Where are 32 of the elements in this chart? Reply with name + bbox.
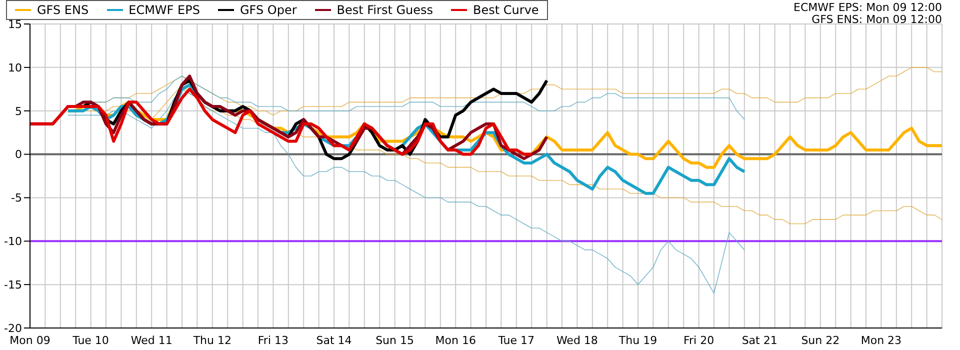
x-tick-label: Wed 18 [556,334,598,347]
x-tick-label: Tue 10 [72,334,109,347]
legend-label: GFS ENS [36,3,89,17]
y-tick-label: -5 [11,192,22,205]
x-tick-label: Thu 12 [192,334,232,347]
x-tick-label: Thu 19 [618,334,658,347]
x-tick-label: Tue 17 [497,334,535,347]
x-tick-label: Sun 22 [801,334,840,347]
x-tick-label: Mon 16 [435,334,476,347]
y-tick-label: 0 [15,148,22,162]
x-tick-label: Fri 20 [683,334,714,347]
y-tick-label: 10 [8,61,22,74]
legend-label: GFS Oper [238,3,297,17]
legend-label: Best First Guess [336,3,434,17]
text: ECMWF EPS: Mon 09 12:00 [794,1,942,14]
x-tick-label: Mon 23 [860,334,902,347]
y-tick-label: -15 [4,278,22,292]
y-tick-label: 5 [15,104,22,118]
x-tick-label: Sun 15 [376,334,414,347]
line-series [30,88,534,156]
y-tick-label: 15 [8,18,22,31]
y-tick-label: -10 [4,235,22,248]
x-tick-label: Fri 13 [258,334,289,347]
line-series [68,88,745,294]
x-tick-label: Sat 14 [316,334,352,347]
x-tick-label: Wed 11 [130,334,172,347]
legend-label: Best Curve [472,3,539,17]
legend-label: ECMWF EPS [128,3,200,17]
y-tick-label: -20 [4,322,22,335]
x-tick-label: Sat 21 [742,334,778,347]
x-tick-label: Mon 09 [10,334,50,347]
annotation: GFS ENS: Mon 09 12:00 [810,13,942,26]
